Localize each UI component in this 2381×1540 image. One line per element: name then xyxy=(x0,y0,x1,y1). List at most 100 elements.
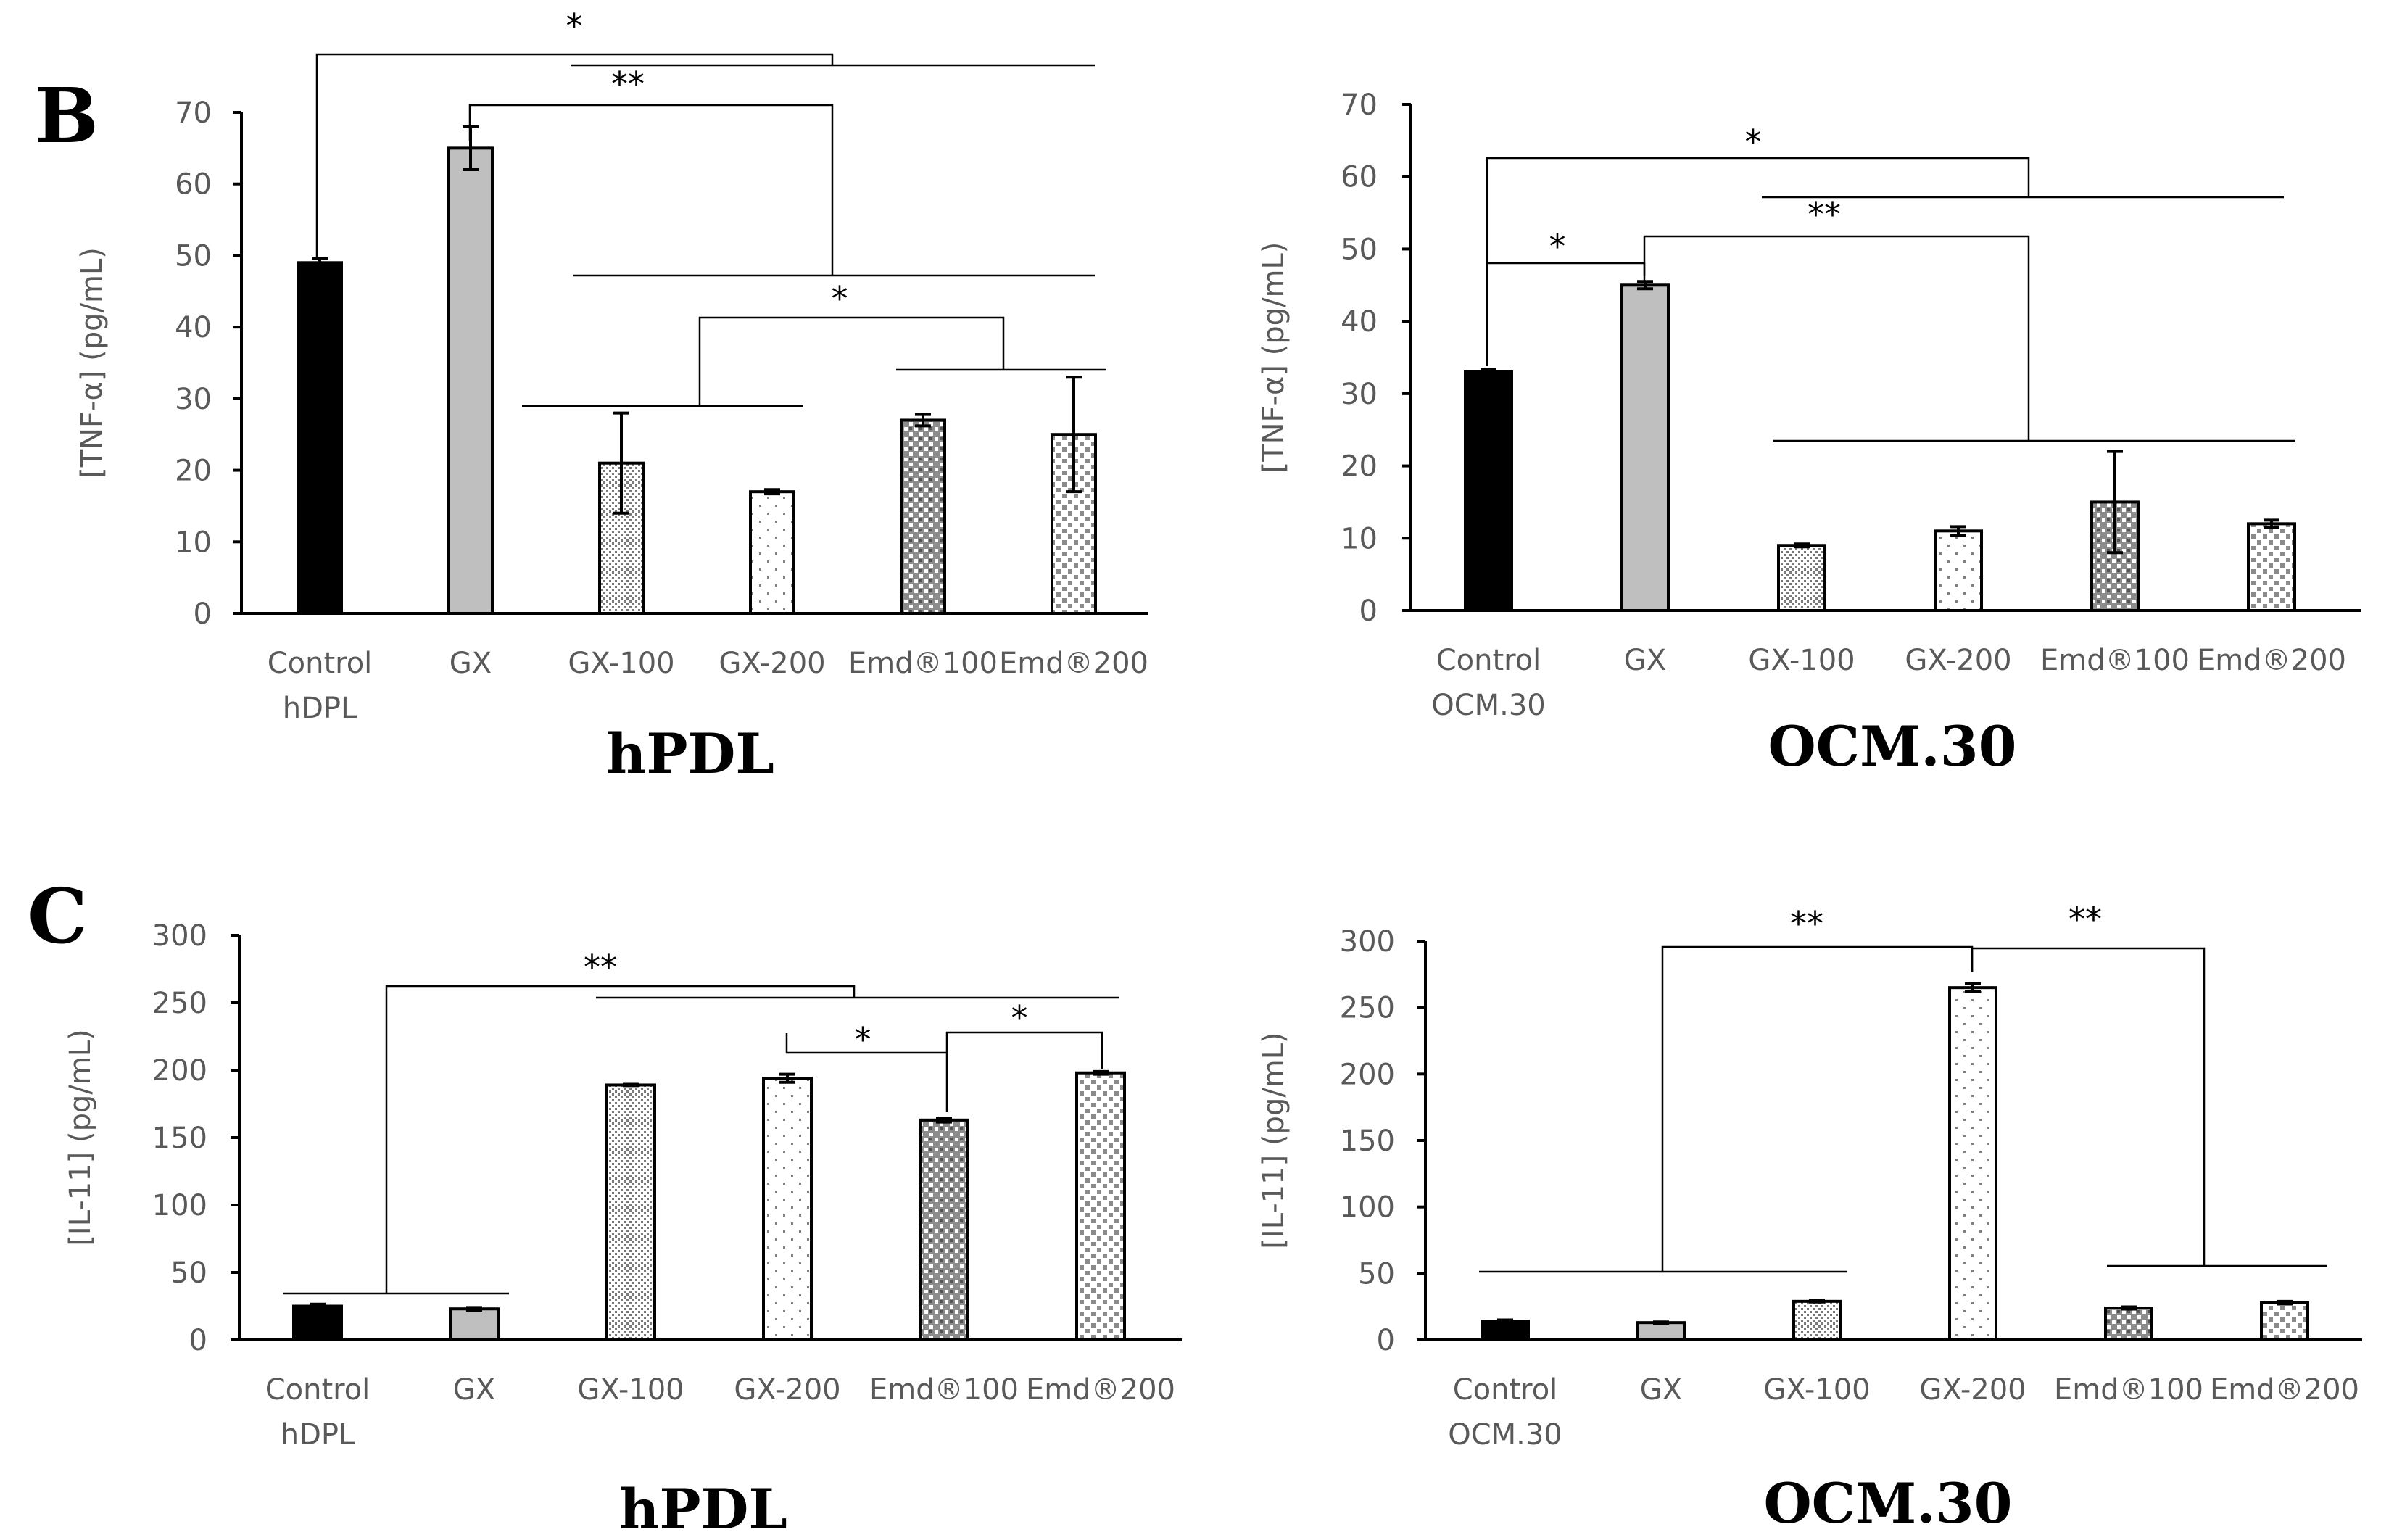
y-tick-label: 0 xyxy=(194,597,212,631)
y-tick-label: 250 xyxy=(152,987,207,1020)
x-category-label: GX xyxy=(1640,1373,1682,1407)
bar xyxy=(1792,1299,1842,1342)
y-tick-label: 20 xyxy=(1341,450,1378,484)
significance-label: ** xyxy=(584,948,617,987)
y-tick-label: 70 xyxy=(175,96,212,130)
y-tick-label: 0 xyxy=(1377,1324,1395,1357)
y-tick-label: 200 xyxy=(152,1054,207,1088)
chart-c-ocm30: 0 50 100 150 200 250 300 [IL-11] (pg/mL) Control… xyxy=(1257,925,2362,1536)
chart-title: OCM.30 xyxy=(1763,1471,2012,1536)
chart-c-hpdl: 0 50 100 150 200 250 300 [IL-11] (pg/mL) Control… xyxy=(64,919,1182,1540)
x-category-label: Emd®200 xyxy=(1026,1373,1175,1407)
x-category-label: GX-200 xyxy=(1905,644,2011,677)
significance-label: ** xyxy=(1808,195,1841,234)
y-tick-label: 10 xyxy=(175,526,212,559)
bar xyxy=(447,146,494,616)
y-tick-label: 10 xyxy=(1341,522,1378,555)
x-category-label: Control xyxy=(1436,644,1541,677)
bracket xyxy=(468,104,1095,277)
x-category-label: Control xyxy=(268,647,373,680)
y-axis-label: [IL-11] (pg/mL) xyxy=(1257,1032,1291,1249)
bracket xyxy=(1971,947,2327,1267)
bar xyxy=(2260,1301,2309,1341)
y-tick-label: 100 xyxy=(1340,1191,1395,1225)
chart-title: hPDL xyxy=(606,721,774,786)
bar xyxy=(1636,1321,1686,1341)
y-tick-label: 0 xyxy=(1359,595,1378,628)
y-tick-label: 50 xyxy=(1358,1257,1395,1291)
y-tick-label: 150 xyxy=(1340,1125,1395,1158)
x-category-label: Emd®100 xyxy=(869,1373,1019,1407)
significance-label: * xyxy=(1011,998,1028,1038)
y-tick-label: 50 xyxy=(170,1257,207,1290)
significance-label: ** xyxy=(2069,900,2102,939)
significance-label: * xyxy=(1549,227,1566,266)
bar xyxy=(1620,283,1670,612)
significance-label: ** xyxy=(1790,904,1823,943)
y-axis-label: [IL-11] (pg/mL) xyxy=(64,1029,97,1246)
chart-title: hPDL xyxy=(619,1477,787,1540)
bar xyxy=(1481,1320,1530,1342)
panel-letter-b: B xyxy=(35,71,99,160)
bracket xyxy=(283,985,1119,1295)
y-tick-label: 300 xyxy=(152,919,207,953)
significance-label: * xyxy=(832,279,848,318)
bar xyxy=(900,418,946,615)
bar xyxy=(605,1083,656,1341)
y-tick-label: 60 xyxy=(175,168,212,202)
significance-label: * xyxy=(855,1020,871,1059)
x-category-label: Emd®100 xyxy=(2040,644,2190,677)
bar xyxy=(749,490,795,616)
bar xyxy=(1934,529,1983,612)
bracket xyxy=(315,53,1095,258)
x-category-label: GX-100 xyxy=(1748,644,1855,677)
x-category-label: GX-100 xyxy=(577,1373,684,1407)
x-category-label: hDPL xyxy=(281,1418,355,1452)
bar xyxy=(1464,370,1513,612)
bar xyxy=(1948,986,1997,1341)
y-axis-label: [TNF-α] (pg/mL) xyxy=(75,247,109,479)
y-tick-label: 40 xyxy=(1341,305,1378,339)
x-category-label: GX-200 xyxy=(1919,1373,2026,1407)
significance-label: * xyxy=(1745,123,1762,162)
bracket xyxy=(1479,945,1974,1273)
x-category-label: OCM.30 xyxy=(1448,1418,1562,1452)
chart-b-hpdl: 0 10 20 30 40 50 60 70 [TNF-α] (pg/mL) Control hDP… xyxy=(75,96,1148,786)
y-tick-label: 70 xyxy=(1341,88,1378,122)
bar xyxy=(2247,522,2296,612)
chart-b-ocm30: 0 10 20 30 40 50 60 70 [TNF-α] (pg/mL) Control OCM… xyxy=(1257,88,2361,779)
y-tick-label: 50 xyxy=(1341,233,1378,266)
y-tick-label: 0 xyxy=(189,1324,207,1357)
bar xyxy=(598,461,645,616)
x-category-label: Emd®200 xyxy=(2197,644,2346,677)
bracket xyxy=(785,1033,948,1112)
bar xyxy=(1777,544,1826,612)
bracket xyxy=(522,316,1106,407)
bar xyxy=(762,1077,813,1342)
y-tick-label: 250 xyxy=(1340,992,1395,1025)
bar xyxy=(919,1118,969,1341)
x-category-label: Emd®200 xyxy=(2210,1373,2359,1407)
y-tick-label: 60 xyxy=(1341,161,1378,194)
chart-title: OCM.30 xyxy=(1768,714,2016,779)
bar xyxy=(292,1304,343,1341)
y-tick-label: 30 xyxy=(1341,378,1378,411)
panel-letter-c: C xyxy=(28,872,88,961)
bar xyxy=(297,261,343,615)
x-category-label: Emd®100 xyxy=(848,647,998,680)
bracket xyxy=(945,1031,1103,1069)
x-category-label: GX xyxy=(1624,644,1666,677)
x-category-label: GX-100 xyxy=(568,647,674,680)
x-category-label: GX xyxy=(450,647,492,680)
significance-label: ** xyxy=(611,65,645,104)
x-category-label: Emd®100 xyxy=(2054,1373,2203,1407)
x-category-label: Control xyxy=(1453,1373,1558,1407)
bracket xyxy=(1643,235,2295,442)
y-axis-label: [TNF-α] (pg/mL) xyxy=(1257,242,1291,473)
y-tick-label: 300 xyxy=(1340,925,1395,959)
x-category-label: GX xyxy=(453,1373,495,1407)
y-tick-label: 150 xyxy=(152,1122,207,1155)
significance-brackets: * ** * * * ** ** * * ** ** xyxy=(283,7,2327,1295)
x-category-label: GX-200 xyxy=(719,647,825,680)
